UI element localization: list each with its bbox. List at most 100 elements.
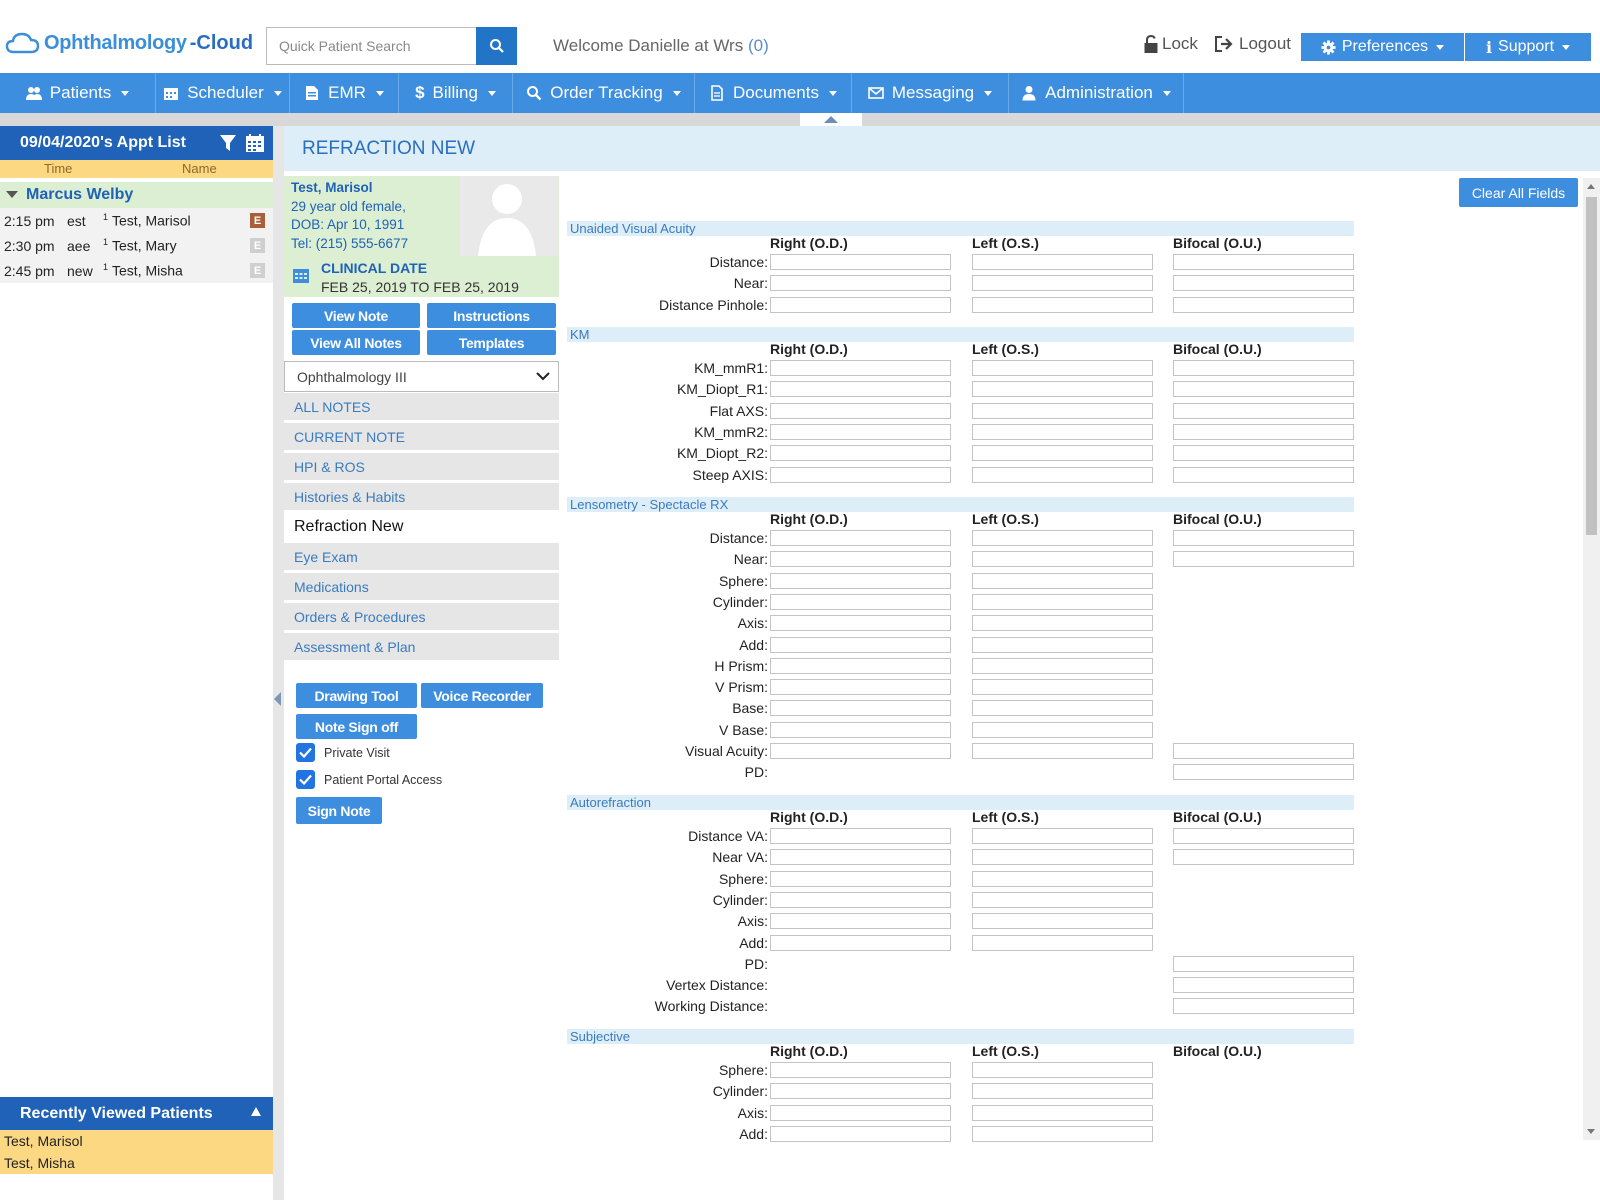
calendar-icon[interactable]: [245, 133, 265, 153]
note-section-hpi-ros[interactable]: HPI & ROS: [284, 453, 559, 480]
recent-patients-header[interactable]: Recently Viewed Patients: [0, 1097, 273, 1130]
nav-administration[interactable]: Administration: [1009, 73, 1184, 113]
autorefraction-axis-os-input[interactable]: [972, 913, 1153, 929]
app-logo[interactable]: Ophthalmology -Cloud: [5, 30, 253, 56]
appt-patient[interactable]: 1 Test, Misha: [103, 262, 183, 279]
unaided-visual-acuity-distance-os-input[interactable]: [972, 254, 1153, 270]
lensometry-spectacle-rx-cylinder-os-input[interactable]: [972, 594, 1153, 610]
search-button[interactable]: [476, 27, 517, 65]
nav-scheduler[interactable]: Scheduler: [156, 73, 290, 113]
lensometry-spectacle-rx-near-ou-input[interactable]: [1173, 551, 1354, 567]
km-flat-axs-os-input[interactable]: [972, 403, 1153, 419]
km-km-diopt-r1-ou-input[interactable]: [1173, 381, 1354, 397]
patient-avatar[interactable]: [460, 176, 558, 256]
lensometry-spectacle-rx-add-od-input[interactable]: [770, 637, 951, 653]
subjective-sphere-os-input[interactable]: [972, 1062, 1153, 1078]
drawing-tool-button[interactable]: Drawing Tool: [296, 683, 417, 708]
collapse-up-icon[interactable]: [251, 1107, 261, 1116]
panel-splitter[interactable]: [273, 126, 284, 1200]
voice-recorder-button[interactable]: Voice Recorder: [421, 683, 543, 708]
km-steep-axis-os-input[interactable]: [972, 467, 1153, 483]
note-section-eye-exam[interactable]: Eye Exam: [284, 543, 559, 570]
autorefraction-distance-va-os-input[interactable]: [972, 828, 1153, 844]
subjective-cylinder-od-input[interactable]: [770, 1083, 951, 1099]
lensometry-spectacle-rx-sphere-os-input[interactable]: [972, 573, 1153, 589]
subjective-add-os-input[interactable]: [972, 1126, 1153, 1142]
recent-patient-item[interactable]: Test, Marisol: [0, 1130, 273, 1152]
scroll-down-icon[interactable]: [1587, 1129, 1595, 1134]
autorefraction-cylinder-od-input[interactable]: [770, 892, 951, 908]
autorefraction-sphere-od-input[interactable]: [770, 871, 951, 887]
lensometry-spectacle-rx-visual-acuity-os-input[interactable]: [972, 743, 1153, 759]
lensometry-spectacle-rx-base-os-input[interactable]: [972, 700, 1153, 716]
autorefraction-distance-va-ou-input[interactable]: [1173, 828, 1354, 844]
note-section-medications[interactable]: Medications: [284, 573, 559, 600]
unaided-visual-acuity-distance-pinhole-os-input[interactable]: [972, 297, 1153, 313]
appt-row[interactable]: 2:45 pm new 1 Test, Misha E: [0, 258, 273, 283]
provider-group[interactable]: Marcus Welby: [0, 182, 273, 208]
km-flat-axs-ou-input[interactable]: [1173, 403, 1354, 419]
km-steep-axis-od-input[interactable]: [770, 467, 951, 483]
autorefraction-near-va-os-input[interactable]: [972, 849, 1153, 865]
unaided-visual-acuity-distance-pinhole-od-input[interactable]: [770, 297, 951, 313]
filter-icon[interactable]: [219, 133, 237, 153]
logout-link[interactable]: Logout: [1214, 34, 1291, 54]
appt-row[interactable]: 2:15 pm est 1 Test, Marisol E: [0, 208, 273, 233]
col-name[interactable]: Name: [182, 161, 217, 176]
subjective-axis-od-input[interactable]: [770, 1105, 951, 1121]
clear-all-fields-button[interactable]: Clear All Fields: [1459, 178, 1578, 207]
lensometry-spectacle-rx-v-base-os-input[interactable]: [972, 722, 1153, 738]
sign-note-button[interactable]: Sign Note: [296, 797, 382, 824]
message-count[interactable]: (0): [747, 36, 769, 55]
autorefraction-add-od-input[interactable]: [770, 935, 951, 951]
km-flat-axs-od-input[interactable]: [770, 403, 951, 419]
km-km-diopt-r1-os-input[interactable]: [972, 381, 1153, 397]
view-all-notes-button[interactable]: View All Notes: [292, 330, 420, 355]
autorefraction-working-distance-ou-input[interactable]: [1173, 998, 1354, 1014]
km-km-mmr2-od-input[interactable]: [770, 424, 951, 440]
autorefraction-distance-va-od-input[interactable]: [770, 828, 951, 844]
note-template-select[interactable]: Ophthalmology III: [284, 361, 559, 392]
autorefraction-sphere-os-input[interactable]: [972, 871, 1153, 887]
collapse-up-icon[interactable]: [824, 116, 838, 123]
note-section-refraction-new[interactable]: Refraction New: [284, 513, 559, 540]
support-button[interactable]: i Support: [1465, 33, 1591, 61]
subjective-add-od-input[interactable]: [770, 1126, 951, 1142]
lensometry-spectacle-rx-axis-od-input[interactable]: [770, 615, 951, 631]
nav-patients[interactable]: Patients: [0, 73, 156, 113]
km-steep-axis-ou-input[interactable]: [1173, 467, 1354, 483]
lensometry-spectacle-rx-distance-ou-input[interactable]: [1173, 530, 1354, 546]
lensometry-spectacle-rx-h-prism-od-input[interactable]: [770, 658, 951, 674]
scroll-thumb[interactable]: [1586, 197, 1597, 535]
nav-emr[interactable]: EMR: [290, 73, 399, 113]
clinical-date-range[interactable]: FEB 25, 2019 TO FEB 25, 2019: [321, 279, 519, 295]
vertical-scrollbar[interactable]: [1583, 178, 1600, 1140]
unaided-visual-acuity-distance-ou-input[interactable]: [1173, 254, 1354, 270]
patient-search-input[interactable]: [266, 27, 476, 65]
autorefraction-vertex-distance-ou-input[interactable]: [1173, 977, 1354, 993]
km-km-diopt-r2-os-input[interactable]: [972, 445, 1153, 461]
lensometry-spectacle-rx-distance-od-input[interactable]: [770, 530, 951, 546]
col-time[interactable]: Time: [44, 161, 73, 176]
lensometry-spectacle-rx-near-od-input[interactable]: [770, 551, 951, 567]
note-section-histories-habits[interactable]: Histories & Habits: [284, 483, 559, 510]
km-km-mmr1-od-input[interactable]: [770, 360, 951, 376]
autorefraction-near-va-ou-input[interactable]: [1173, 849, 1354, 865]
lensometry-spectacle-rx-distance-os-input[interactable]: [972, 530, 1153, 546]
lensometry-spectacle-rx-v-prism-os-input[interactable]: [972, 679, 1153, 695]
private-visit-checkbox-row[interactable]: Private Visit: [296, 743, 390, 762]
portal-access-checkbox-row[interactable]: Patient Portal Access: [296, 770, 442, 789]
collapse-left-icon[interactable]: [274, 692, 281, 706]
lock-link[interactable]: Lock: [1143, 34, 1198, 54]
note-section-all-notes[interactable]: ALL NOTES: [284, 393, 559, 420]
recent-patient-item[interactable]: Test, Misha: [0, 1152, 273, 1174]
nav-billing[interactable]: $ Billing: [399, 73, 513, 113]
km-km-diopt-r2-ou-input[interactable]: [1173, 445, 1354, 461]
patient-name[interactable]: Test, Marisol: [291, 180, 373, 195]
km-km-mmr2-os-input[interactable]: [972, 424, 1153, 440]
autorefraction-cylinder-os-input[interactable]: [972, 892, 1153, 908]
unaided-visual-acuity-near-od-input[interactable]: [770, 275, 951, 291]
nav-documents[interactable]: Documents: [695, 73, 852, 113]
encounter-badge[interactable]: E: [250, 213, 265, 228]
note-section-orders-procedures[interactable]: Orders & Procedures: [284, 603, 559, 630]
